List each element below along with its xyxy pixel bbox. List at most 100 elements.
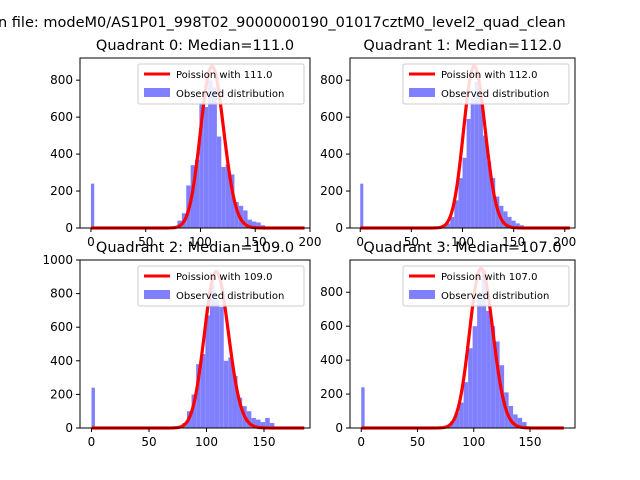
histogram-bar: [221, 167, 226, 228]
histogram-bar: [487, 161, 492, 228]
legend: Poission with 107.0 Observed distribution: [402, 265, 570, 307]
legend-bar-swatch: [409, 290, 435, 299]
histogram-bar: [462, 157, 467, 228]
y-tick-label: 400: [50, 354, 73, 368]
histogram-bar: [251, 221, 257, 228]
histogram-bar: [214, 300, 220, 428]
y-tick-label: 1000: [42, 253, 73, 267]
x-tick-label: 150: [244, 235, 267, 249]
y-tick-label: 200: [50, 184, 73, 198]
x-tick-label: 100: [462, 435, 485, 449]
histogram-bar: [90, 183, 95, 228]
legend-label-poisson: Poission with 109.0: [176, 272, 272, 283]
histogram-bar: [450, 216, 455, 228]
histogram-bar: [212, 87, 217, 228]
histogram-bar: [481, 270, 487, 428]
y-tick-label: 600: [320, 110, 343, 124]
histogram-bar: [195, 159, 200, 228]
subplot-quadrant-1: Quadrant 1: Median=112.0 0 50 100 150 200 0 200…: [320, 38, 576, 249]
legend: Poission with 111.0 Observed distribution: [137, 63, 305, 105]
histogram-bar: [490, 326, 496, 428]
histogram-bar: [209, 283, 215, 428]
histogram-bar: [216, 136, 222, 228]
histogram-bar: [474, 82, 479, 229]
histogram-bar: [446, 223, 451, 228]
legend-label-observed: Observed distribution: [176, 291, 284, 302]
histogram-bar: [269, 422, 275, 428]
legend-label-observed: Observed distribution: [176, 89, 284, 100]
y-tick-label: 400: [320, 147, 343, 161]
legend-bar-swatch: [144, 88, 170, 97]
x-tick-label: 150: [519, 435, 542, 449]
histogram-bar: [232, 375, 238, 428]
histogram-bar: [219, 307, 224, 428]
y-tick-label: 400: [50, 147, 73, 161]
histogram-bar: [265, 417, 270, 428]
axes-frame: [79, 57, 311, 229]
subplot-title: Quadrant 3: Median=107.0: [363, 240, 561, 256]
subplot-title: Quadrant 1: Median=112.0: [363, 38, 561, 54]
x-tick-label: 50: [404, 235, 419, 249]
histogram-bar: [205, 315, 210, 428]
histogram-bar: [486, 310, 491, 428]
legend: Poission with 112.0 Observed distribution: [402, 63, 570, 105]
legend-bar-swatch: [409, 88, 435, 97]
histogram-bar: [91, 387, 95, 428]
y-tick-label: 400: [320, 353, 343, 367]
y-tick-label: 200: [320, 184, 343, 198]
histogram-bar: [228, 357, 233, 428]
legend-label-poisson: Poission with 112.0: [441, 70, 537, 81]
histogram-bar: [223, 360, 229, 428]
x-tick-label: 0: [87, 235, 95, 249]
y-tick-label: 600: [50, 320, 73, 334]
histogram-bar: [361, 387, 365, 428]
x-tick-label: 50: [410, 435, 425, 449]
x-tick-label: 0: [357, 435, 365, 449]
histogram-bar: [255, 419, 261, 428]
y-tick-label: 600: [320, 319, 343, 333]
x-tick-label: 100: [195, 435, 218, 449]
y-tick-label: 0: [65, 221, 73, 235]
histogram-bar: [196, 364, 201, 428]
subplot-quadrant-3: Quadrant 3: Median=107.0 0 50 100 150 0 200 400…: [320, 240, 576, 449]
y-tick-label: 200: [50, 387, 73, 401]
histogram-bar: [203, 106, 209, 228]
histogram-bar: [463, 382, 469, 428]
legend-bar-swatch: [144, 290, 170, 299]
legend-box: [137, 63, 305, 105]
x-tick-label: 150: [502, 235, 525, 249]
x-tick-label: 200: [299, 235, 322, 249]
histogram-bar: [251, 417, 256, 428]
legend-label-observed: Observed distribution: [441, 89, 549, 100]
x-tick-label: 100: [189, 235, 212, 249]
histogram-bar: [199, 102, 204, 228]
histogram-bar: [246, 411, 252, 428]
x-tick-label: 150: [253, 435, 276, 449]
y-tick-label: 200: [320, 387, 343, 401]
y-tick-label: 0: [335, 221, 343, 235]
x-tick-label: 200: [553, 235, 576, 249]
histogram-bar: [360, 183, 364, 228]
x-tick-label: 50: [138, 235, 153, 249]
histogram-bar: [243, 210, 248, 228]
y-tick-label: 0: [65, 421, 73, 435]
y-tick-label: 800: [320, 73, 343, 87]
subplot-quadrant-0: Quadrant 0: Median=111.0 0 50 100 150 200 0 200…: [50, 38, 321, 249]
histogram-bar: [225, 164, 231, 228]
x-tick-label: 100: [451, 235, 474, 249]
histogram-bar: [200, 354, 206, 428]
histogram-bar: [482, 135, 488, 228]
histogram-bar: [230, 174, 235, 228]
histogram-bar: [459, 402, 464, 428]
legend-box: [402, 63, 570, 105]
histogram-bar: [517, 417, 523, 428]
legend-label-poisson: Poission with 107.0: [441, 272, 537, 283]
figure-suptitle: n file: modeM0/AS1P01_998T02_9000000190_…: [0, 15, 566, 31]
axes-frame: [349, 259, 576, 429]
histogram-bar: [470, 98, 475, 228]
histogram-bar: [234, 202, 239, 228]
x-tick-label: 50: [141, 435, 156, 449]
legend-box: [402, 265, 570, 307]
x-tick-label: 0: [88, 435, 96, 449]
